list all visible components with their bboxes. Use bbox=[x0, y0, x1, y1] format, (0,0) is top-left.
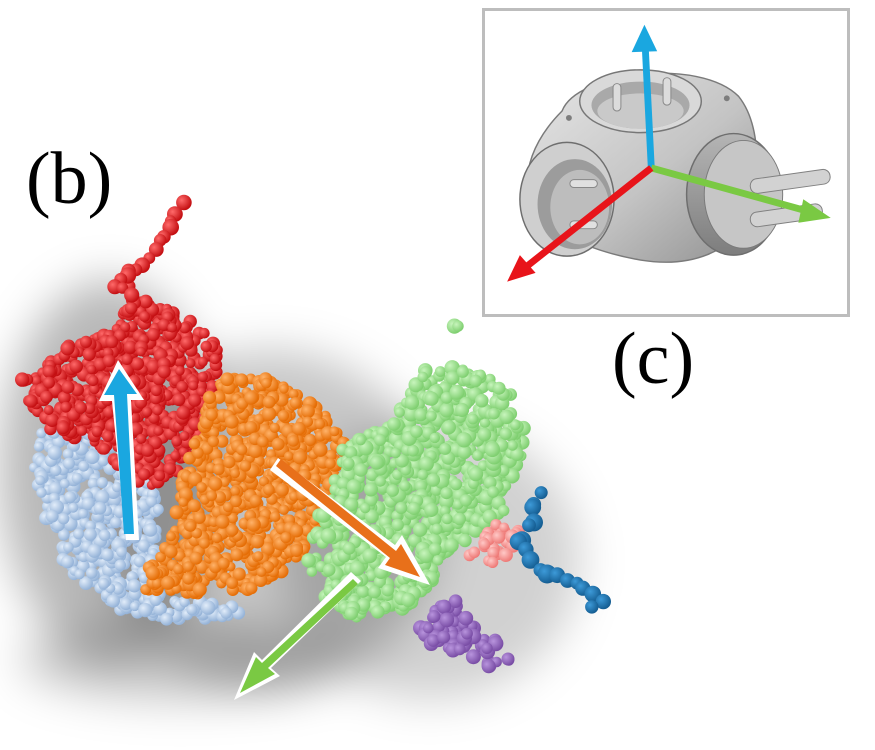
panel-c-label: (c) bbox=[612, 318, 695, 400]
inset-reference-frame bbox=[482, 8, 850, 317]
cloud-axis-arrows bbox=[99, 360, 430, 700]
dark-blue-segment bbox=[509, 486, 611, 614]
cloud-blue-axis-arrow bbox=[99, 360, 144, 540]
panel-b-label: (b) bbox=[26, 138, 113, 220]
green-outlier bbox=[446, 318, 464, 334]
red-segment-arm bbox=[107, 194, 192, 303]
orange-segment bbox=[140, 372, 351, 600]
inset-axes bbox=[507, 24, 831, 282]
power-adapter-mesh-icon bbox=[507, 24, 831, 282]
cloud-green-axis-arrow bbox=[234, 572, 361, 700]
cloud-orange-axis-arrow bbox=[270, 458, 430, 585]
purple-segment bbox=[413, 594, 515, 674]
